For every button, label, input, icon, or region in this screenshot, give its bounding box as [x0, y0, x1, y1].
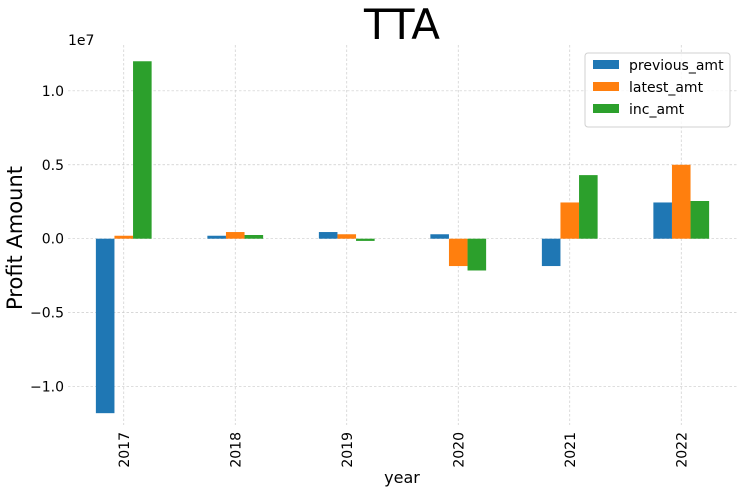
y-tick-label: −0.5 — [30, 306, 64, 322]
y-tick-label: 0.0 — [42, 232, 64, 248]
bar-latest_amt-2020 — [448, 238, 468, 267]
x-tick-label: 2017 — [117, 432, 133, 468]
x-tick-label: 2021 — [563, 432, 579, 468]
x-tick-label: 2019 — [340, 432, 356, 468]
bar-previous_amt-2022 — [653, 202, 672, 239]
bar-previous_amt-2019 — [318, 232, 338, 239]
x-tick-label: 2022 — [674, 432, 690, 468]
bar-inc_amt-2018 — [244, 235, 264, 239]
legend: previous_amt latest_amt inc_amt — [584, 52, 731, 128]
chart-title: TTA — [363, 0, 440, 49]
bar-previous_amt-2017 — [95, 238, 115, 414]
legend-label: latest_amt — [629, 80, 704, 96]
x-tick-label: 2018 — [228, 432, 244, 468]
bar-inc_amt-2020 — [467, 238, 487, 271]
x-tick-label: 2020 — [451, 432, 467, 468]
bar-latest_amt-2021 — [560, 202, 580, 239]
y-tick-label: 0.5 — [42, 158, 64, 174]
y-offset-label: 1e7 — [68, 33, 94, 49]
bar-inc_amt-2021 — [579, 175, 598, 239]
legend-swatch — [593, 104, 619, 113]
bar-previous_amt-2021 — [541, 238, 561, 267]
legend-swatch — [593, 60, 619, 69]
legend-label: previous_amt — [629, 58, 724, 74]
tick-labels: −1.0 −0.5 0.0 0.5 1.0 2017 2018 2019 2020 2021 202… — [30, 84, 690, 468]
bar-latest_amt-2022 — [671, 164, 691, 239]
y-tick-label: −1.0 — [30, 380, 64, 396]
legend-swatch — [593, 82, 619, 91]
bar-latest_amt-2019 — [337, 234, 357, 239]
y-tick-label: 1.0 — [42, 84, 64, 100]
legend-label: inc_amt — [629, 102, 685, 118]
y-axis-label: Profit Amount — [3, 166, 27, 310]
bar-inc_amt-2019 — [356, 238, 375, 241]
legend-box — [584, 52, 731, 128]
x-axis-label: year — [384, 468, 420, 487]
bar-previous_amt-2018 — [207, 235, 226, 239]
bar-latest_amt-2017 — [114, 235, 134, 239]
bar-inc_amt-2017 — [133, 61, 152, 239]
bars — [95, 61, 710, 414]
bar-inc_amt-2022 — [690, 200, 710, 239]
bar-latest_amt-2018 — [225, 232, 245, 239]
bar-previous_amt-2020 — [430, 234, 449, 239]
